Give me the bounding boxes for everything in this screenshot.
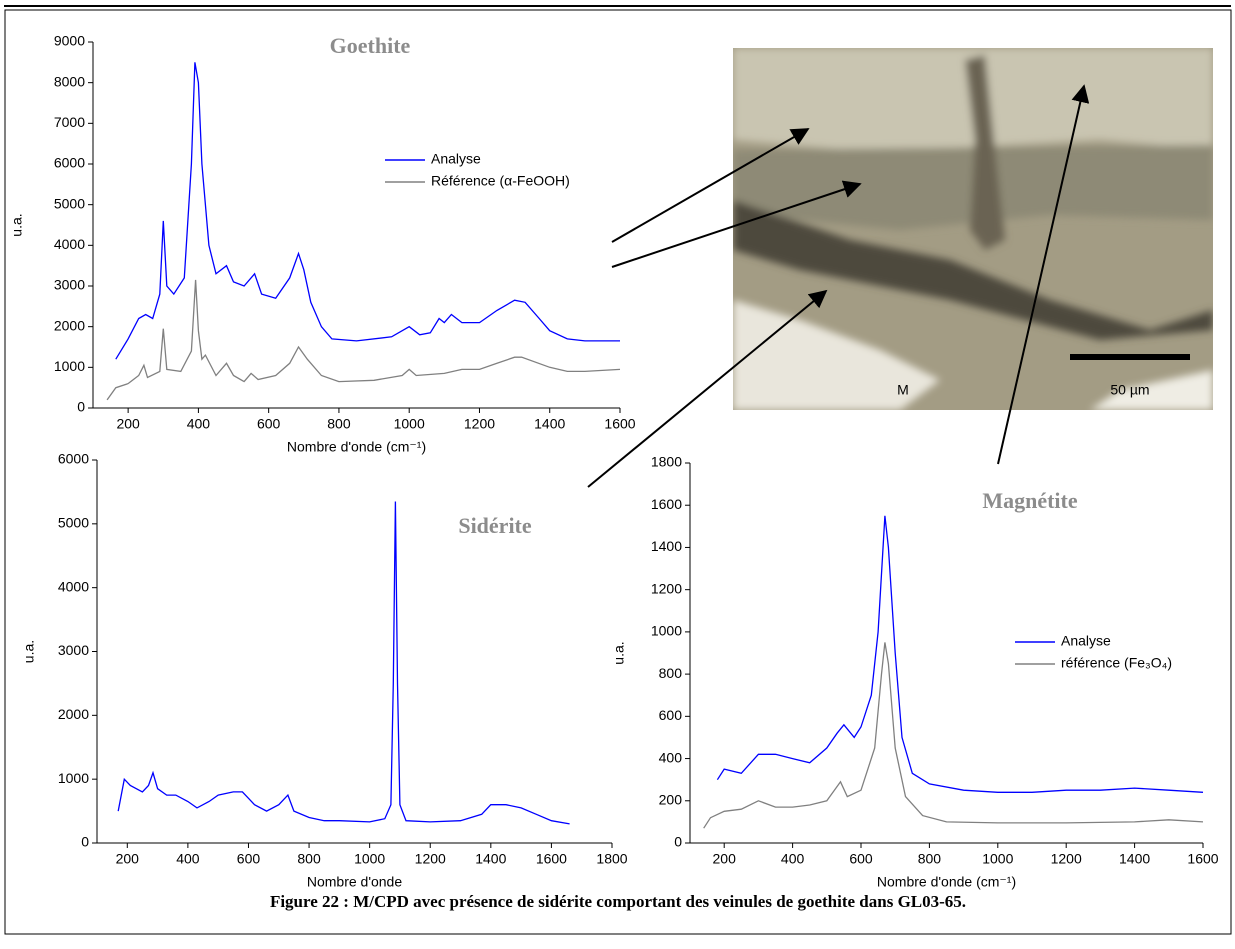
y-tick-label: 2000 (54, 317, 85, 333)
y-tick-label: 6000 (54, 155, 85, 171)
x-axis-label: Nombre d'onde (307, 874, 403, 890)
y-tick-label: 1200 (651, 580, 682, 596)
spectrum (117, 501, 570, 825)
x-tick-label: 800 (297, 851, 321, 867)
y-axis-label: u.a. (611, 641, 627, 664)
y-tick-label: 2000 (58, 706, 89, 722)
y-axis-label: u.a. (21, 640, 37, 663)
x-tick-label: 1000 (982, 851, 1013, 867)
y-tick-label: 4000 (58, 578, 89, 594)
x-tick-label: 1400 (534, 416, 565, 432)
chart-title: Sidérite (458, 513, 532, 538)
x-tick-label: 400 (176, 851, 200, 867)
y-tick-label: 4000 (54, 236, 85, 252)
x-tick-label: 1400 (1119, 851, 1150, 867)
x-tick-label: 1600 (1187, 851, 1218, 867)
x-tick-label: 200 (116, 851, 140, 867)
legend-label: référence (Fe₃O₄) (1061, 655, 1172, 671)
legend-label: Référence (α-FeOOH) (431, 173, 570, 189)
x-tick-label: 600 (849, 851, 873, 867)
frame (4, 9, 1232, 935)
spectrum (703, 642, 1204, 829)
y-tick-label: 600 (659, 707, 683, 723)
x-axis-label: Nombre d'onde (cm⁻¹) (877, 874, 1016, 890)
y-tick-label: 3000 (58, 642, 89, 658)
y-tick-label: 7000 (54, 114, 85, 130)
spectrum (716, 515, 1204, 793)
scale-label: 50 µm (1110, 382, 1149, 398)
x-tick-label: 800 (918, 851, 942, 867)
y-tick-label: 5000 (54, 195, 85, 211)
spectrum (106, 279, 621, 401)
y-tick-label: 5000 (58, 515, 89, 531)
x-tick-label: 1400 (475, 851, 506, 867)
caption: Figure 22 : M/CPD avec présence de sidér… (270, 892, 966, 911)
x-tick-label: 1200 (1051, 851, 1082, 867)
x-tick-label: 1000 (394, 416, 425, 432)
x-tick-label: 1600 (604, 416, 635, 432)
y-tick-label: 800 (659, 665, 683, 681)
spectrum (115, 62, 620, 360)
y-tick-label: 1000 (651, 623, 682, 639)
y-tick-label: 200 (659, 791, 683, 807)
chart-title: Goethite (330, 33, 411, 58)
x-tick-label: 1800 (596, 851, 627, 867)
y-tick-label: 3000 (54, 277, 85, 293)
legend-label: Analyse (431, 151, 481, 167)
y-tick-label: 1600 (651, 496, 682, 512)
y-tick-label: 8000 (54, 73, 85, 89)
x-tick-label: 800 (327, 416, 351, 432)
x-tick-label: 1200 (415, 851, 446, 867)
y-tick-label: 400 (659, 749, 683, 765)
y-axis-label: u.a. (9, 213, 25, 236)
x-tick-label: 1000 (354, 851, 385, 867)
y-tick-label: 0 (77, 399, 85, 415)
x-tick-label: 600 (237, 851, 261, 867)
x-tick-label: 1200 (464, 416, 495, 432)
micrograph (733, 48, 1213, 410)
x-tick-label: 400 (187, 416, 211, 432)
y-tick-label: 1800 (651, 454, 682, 470)
x-tick-label: 200 (713, 851, 737, 867)
x-axis-label: Nombre d'onde (cm⁻¹) (287, 439, 426, 455)
micrograph-label: M (897, 382, 909, 398)
x-tick-label: 400 (781, 851, 805, 867)
y-tick-label: 9000 (54, 33, 85, 49)
y-tick-label: 0 (81, 834, 89, 850)
y-tick-label: 1400 (651, 538, 682, 554)
y-tick-label: 6000 (58, 451, 89, 467)
x-tick-label: 1600 (536, 851, 567, 867)
y-tick-label: 0 (674, 834, 682, 850)
arrows (587, 84, 1090, 488)
y-tick-label: 1000 (58, 770, 89, 786)
x-tick-label: 600 (257, 416, 281, 432)
chart-title: Magnétite (982, 488, 1078, 513)
x-tick-label: 200 (116, 416, 140, 432)
legend-label: Analyse (1061, 633, 1111, 649)
y-tick-label: 1000 (54, 358, 85, 374)
